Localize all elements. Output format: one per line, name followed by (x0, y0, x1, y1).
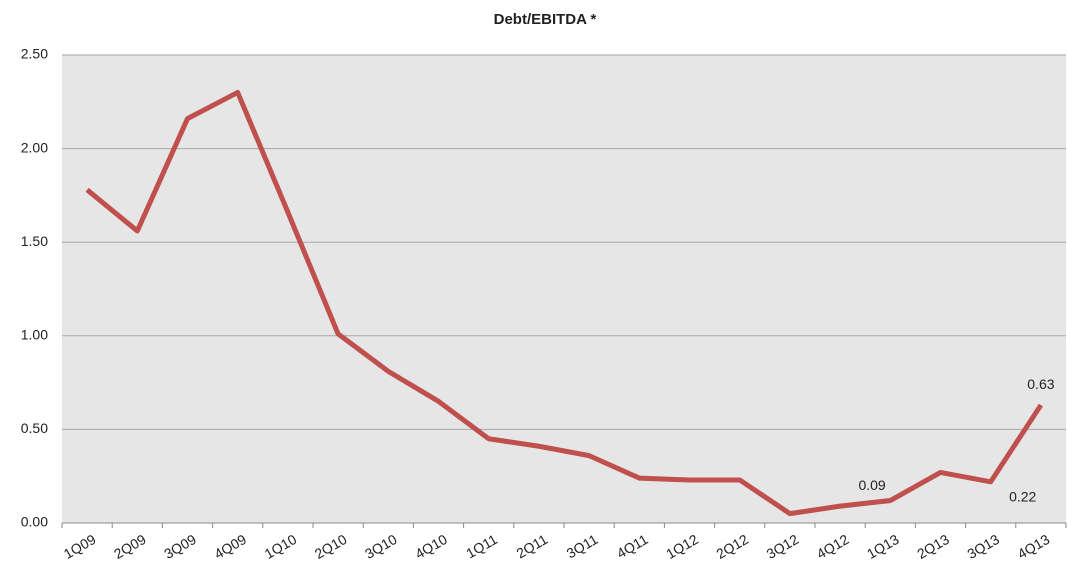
y-tick-label: 1.50 (21, 233, 48, 249)
x-tick-label: 3Q10 (362, 531, 400, 562)
y-tick-label: 2.50 (21, 46, 48, 62)
x-tick-label: 2Q11 (513, 531, 550, 562)
x-tick-label: 1Q11 (463, 531, 500, 562)
x-tick-label: 3Q09 (161, 531, 199, 562)
x-tick-label: 4Q10 (412, 531, 450, 562)
x-tick-label: 2Q13 (914, 531, 952, 562)
x-tick-label: 2Q09 (111, 531, 149, 562)
data-label: 0.63 (1027, 376, 1054, 392)
plot-area (62, 55, 1066, 523)
x-tick-label: 4Q09 (211, 531, 249, 562)
x-tick-label: 1Q10 (262, 531, 300, 562)
x-tick-label: 4Q12 (814, 531, 852, 562)
y-tick-label: 0.50 (21, 420, 48, 436)
x-tick-label: 3Q11 (564, 531, 601, 562)
x-tick-label: 1Q13 (864, 531, 902, 562)
y-tick-label: 2.00 (21, 139, 48, 155)
data-label: 0.09 (858, 477, 885, 493)
x-tick-label: 3Q12 (764, 531, 802, 562)
x-tick-label: 4Q13 (1015, 531, 1053, 562)
x-tick-label: 1Q09 (61, 531, 99, 562)
chart-title: Debt/EBITDA * (494, 11, 597, 28)
x-tick-label: 1Q12 (663, 531, 701, 562)
data-label: 0.22 (1009, 489, 1036, 505)
x-tick-label: 3Q13 (964, 531, 1002, 562)
y-tick-label: 1.00 (21, 327, 48, 343)
x-tick-label: 4Q11 (614, 531, 651, 562)
line-series (85, 89, 1043, 517)
x-tick-label: 2Q10 (312, 531, 350, 562)
y-tick-label: 0.00 (21, 514, 48, 530)
x-tick-label: 2Q12 (713, 531, 751, 562)
